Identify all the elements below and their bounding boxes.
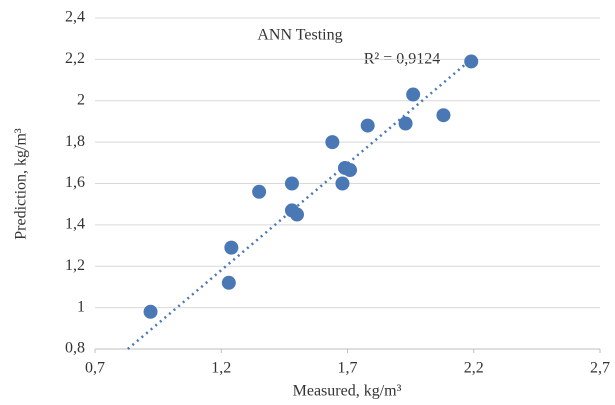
trendline — [127, 58, 473, 350]
y-tick-label: 2,4 — [65, 9, 85, 26]
x-tick-label: 2,7 — [590, 360, 610, 377]
point — [343, 163, 358, 178]
point — [335, 176, 350, 191]
y-tick-label: 1,4 — [65, 216, 85, 233]
y-tick-label: 1,2 — [65, 257, 85, 274]
point — [224, 240, 239, 255]
x-tick-label: 1,7 — [338, 360, 358, 377]
x-tick-label: 1,2 — [211, 360, 231, 377]
point — [252, 184, 267, 199]
point — [143, 304, 158, 319]
point — [436, 108, 451, 123]
point — [325, 135, 340, 150]
x-tick-label: 2,2 — [464, 360, 484, 377]
x-tick-label: 0,7 — [85, 360, 105, 377]
y-tick-label: 0,8 — [65, 340, 85, 357]
point — [464, 54, 479, 69]
x-axis-label: Measured, kg/m³ — [293, 383, 402, 400]
y-axis-label: Prediction, kg/m³ — [13, 128, 30, 240]
point — [360, 118, 375, 133]
chart-title: ANN Testing — [257, 27, 342, 44]
y-tick-label: 1,8 — [65, 133, 85, 150]
y-tick-label: 1 — [77, 298, 85, 315]
point — [406, 87, 421, 102]
point — [221, 275, 236, 290]
point — [284, 176, 299, 191]
point — [290, 207, 304, 222]
y-tick-label: 2,2 — [65, 50, 85, 67]
point — [398, 116, 413, 131]
y-tick-label: 1,6 — [65, 174, 85, 191]
y-tick-label: 2 — [77, 91, 85, 108]
